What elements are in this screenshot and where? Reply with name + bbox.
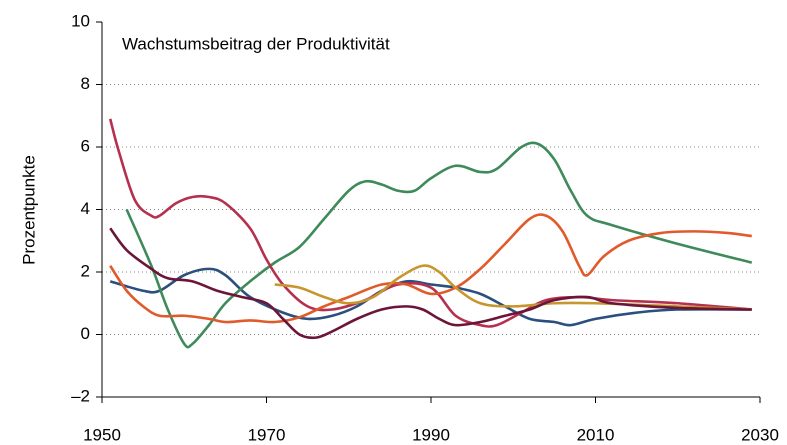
y-tick-label: 2 (81, 261, 90, 280)
x-tick-label: 2030 (741, 425, 779, 444)
y-tick-label: –2 (71, 386, 90, 405)
y-tick-label: 10 (71, 11, 90, 30)
y-axis-label: Prozentpunkte (19, 155, 38, 265)
line-series (125, 141, 753, 349)
line-series (109, 213, 752, 324)
line-series (274, 264, 752, 311)
y-tick-label: 6 (81, 136, 90, 155)
x-tick-label: 1990 (412, 425, 450, 444)
y-tick-label: 8 (81, 74, 90, 93)
x-tick-label: 1950 (83, 425, 121, 444)
x-tick-label: 2010 (577, 425, 615, 444)
y-tick-label: 0 (81, 324, 90, 343)
line-series (109, 227, 752, 340)
y-tick-label: 4 (81, 199, 90, 218)
x-tick-label: 1970 (248, 425, 286, 444)
chart-title: Wachstumsbeitrag der Produktivität (122, 34, 390, 53)
line-series (109, 267, 752, 327)
line-series (108, 118, 752, 328)
